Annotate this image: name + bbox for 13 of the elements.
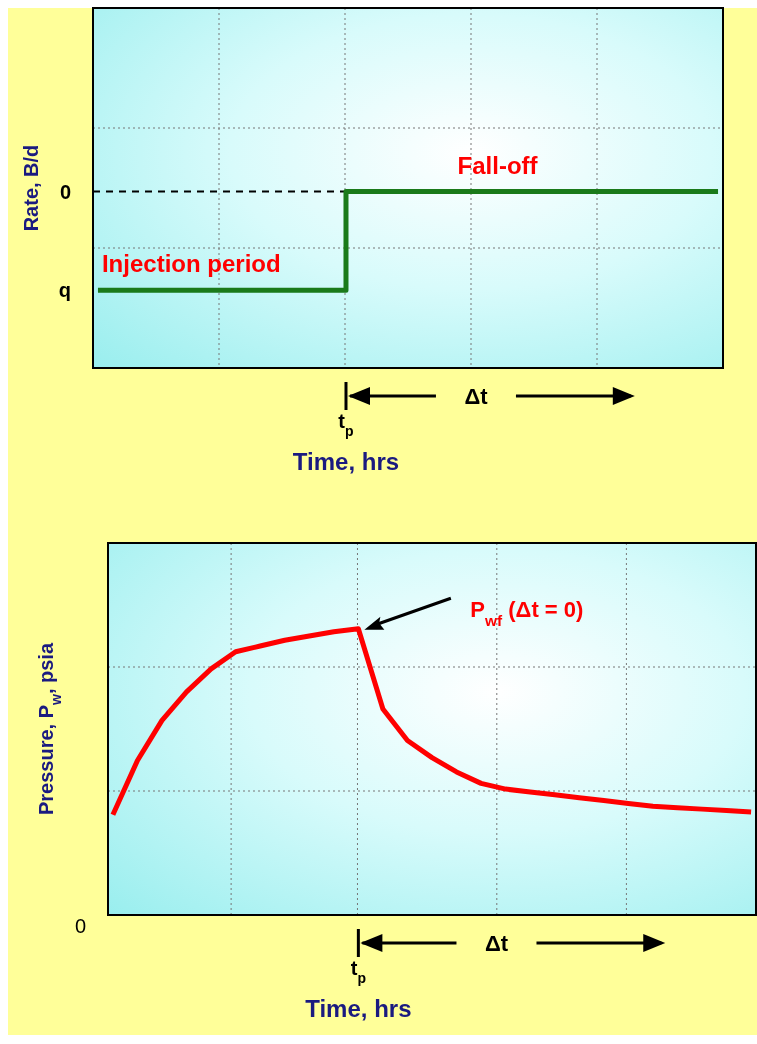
y-axis-title: Rate, B/d bbox=[20, 144, 42, 232]
text: t$_{p}$ bbox=[338, 410, 354, 439]
text: Δt bbox=[464, 384, 489, 409]
text: 0 bbox=[74, 915, 86, 937]
text: Fall-off bbox=[457, 151, 539, 179]
text: t$_{p}$ bbox=[350, 957, 366, 986]
text: q bbox=[58, 279, 71, 302]
x-axis-title: Time, hrs bbox=[305, 995, 412, 1022]
x-axis-title: Time, hrs bbox=[292, 448, 400, 475]
text: P$_{wf}$ (Δt = 0) bbox=[470, 596, 584, 629]
text: Δt bbox=[484, 931, 509, 956]
text: 0 bbox=[59, 180, 71, 203]
annotation: Injection period bbox=[101, 250, 281, 278]
